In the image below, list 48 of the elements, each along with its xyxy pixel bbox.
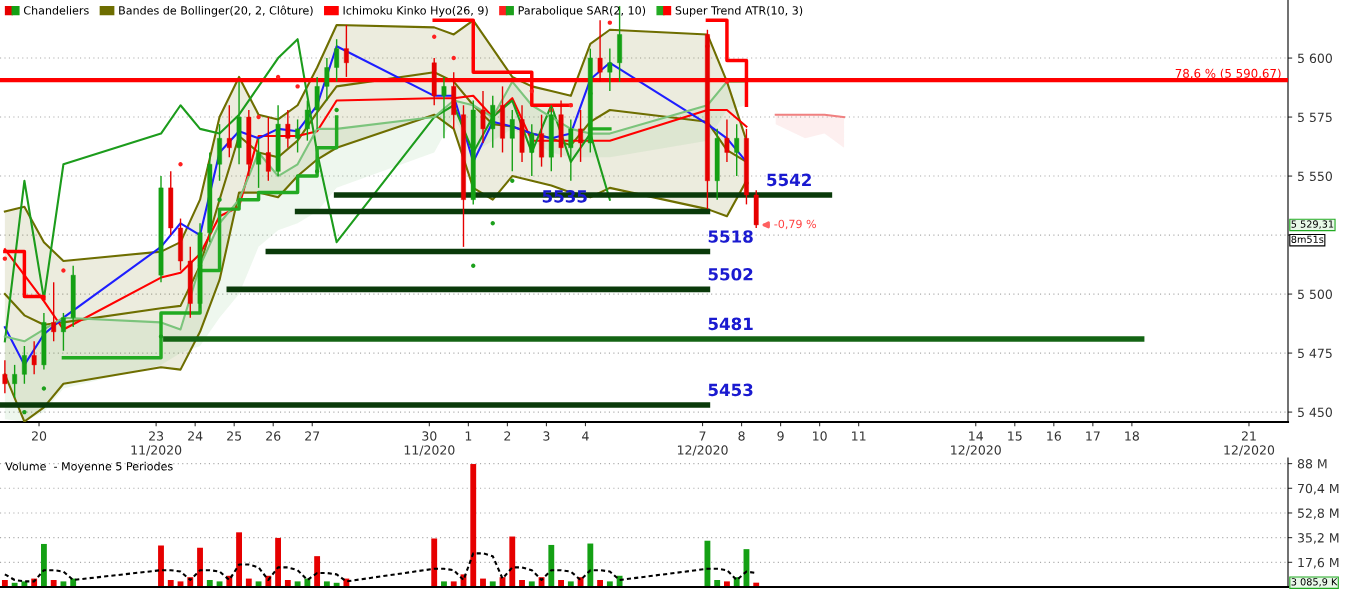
x-tick-label: 8: [738, 431, 745, 441]
x-tick-label: 24: [188, 431, 203, 441]
x-tick-label: 17: [1086, 431, 1100, 441]
y-tick-label: 5 475: [1297, 348, 1332, 359]
annotation: 5481: [708, 317, 753, 331]
x-tick-label: 20: [31, 431, 47, 441]
y-tick-label: 52,8 M: [1297, 508, 1339, 520]
y-tick-label: 88 M: [1297, 459, 1327, 469]
ref-line-label: 78,6 % (5 590,67): [1175, 68, 1281, 80]
x-tick-label: 9: [777, 431, 784, 441]
chart-title: Volume - Moyenne 5 Periodes: [5, 461, 173, 473]
text: 8m51s: [1291, 235, 1324, 243]
y-tick-label: 35,2 M: [1297, 533, 1339, 544]
x-tick-label: 27: [305, 431, 320, 441]
x-tick-label: 7 12/2020: [677, 431, 728, 456]
x-tick-label: 11: [852, 431, 866, 441]
x-tick-label: 10: [813, 431, 827, 441]
x-tick-label: 14 12/2020: [951, 431, 1001, 456]
y-tick-label: 5 500: [1297, 289, 1332, 300]
y-tick-label: 17,6 M: [1298, 557, 1339, 569]
x-tick-label: 30 11/2020: [404, 431, 455, 456]
annotation: 5502: [708, 267, 753, 281]
x-tick-label: 21 12/2020: [1224, 431, 1275, 456]
y-tick-label: 5 450: [1297, 407, 1332, 418]
y-tick-label: 5 600: [1297, 53, 1332, 63]
x-tick-label: 2: [504, 431, 511, 441]
y-tick-label: 70,4 M: [1298, 483, 1339, 495]
legend-label: Ichimoku Kinko Hyo(26, 9): [343, 6, 488, 17]
annotation: 5518: [708, 230, 753, 243]
y-tick-label: 5 575: [1297, 112, 1332, 122]
x-tick-label: 23 11/2020: [131, 431, 182, 456]
text: 3 085,9 K: [1291, 578, 1338, 587]
x-tick-label: 25: [227, 431, 242, 441]
x-tick-label: 18: [1125, 431, 1139, 441]
x-tick-label: 16: [1047, 431, 1061, 441]
annotation: 5542: [767, 173, 811, 187]
legend-label: Super Trend ATR(10, 3): [675, 6, 803, 17]
annotation: 5453: [708, 383, 753, 397]
annotation: -0,79 %: [774, 219, 816, 230]
legend-label: Bandes de Bollinger(20, 2, Clôture): [119, 5, 313, 17]
x-tick-label: 3: [543, 431, 550, 441]
x-tick-label: 4: [582, 431, 589, 441]
legend-label: Chandeliers: [23, 6, 89, 15]
x-tick-label: 15: [1008, 431, 1022, 441]
x-tick-label: 1: [465, 431, 472, 441]
y-tick-label: 5 550: [1297, 171, 1332, 181]
text: 5 529,31: [1291, 220, 1334, 229]
x-tick-label: 26: [266, 431, 281, 441]
